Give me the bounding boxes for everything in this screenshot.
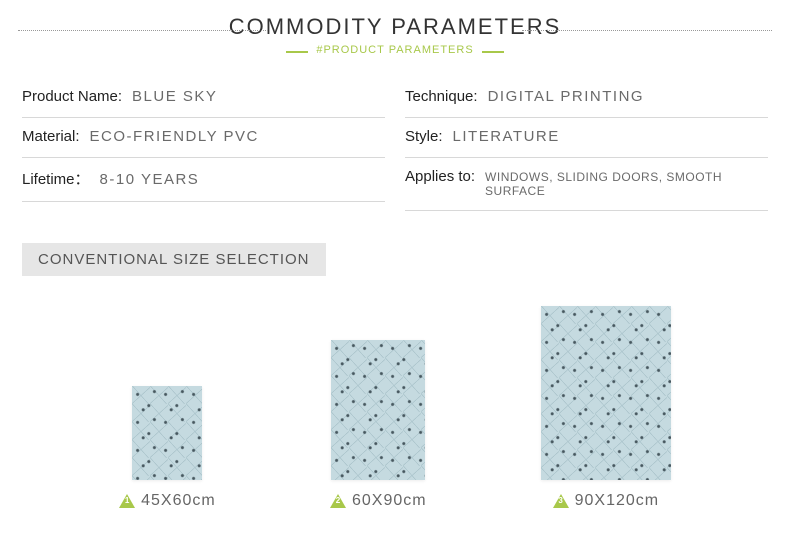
param-row: Style: LITERATURE bbox=[405, 118, 768, 158]
param-label: Material: bbox=[22, 128, 80, 145]
param-label: Style: bbox=[405, 128, 443, 145]
swatch-item: 1 45X60cm bbox=[119, 386, 216, 510]
divider-right bbox=[522, 30, 772, 31]
param-value: BLUE SKY bbox=[132, 88, 217, 105]
swatches-row: 1 45X60cm 2 60X90cm 3 90X120cm bbox=[22, 306, 768, 510]
pattern-fill bbox=[331, 340, 425, 480]
swatch-dimension: 60X90cm bbox=[352, 492, 427, 510]
swatch-image bbox=[541, 306, 671, 480]
param-value: LITERATURE bbox=[453, 128, 560, 145]
divider-left bbox=[18, 30, 268, 31]
swatch-number: 1 bbox=[124, 496, 130, 505]
swatch-number: 2 bbox=[335, 496, 341, 505]
param-value: ECO-FRIENDLY PVC bbox=[90, 128, 259, 145]
param-label: Applies to: bbox=[405, 168, 475, 185]
pattern-fill bbox=[132, 386, 202, 480]
param-row: Product Name: BLUE SKY bbox=[22, 78, 385, 118]
swatch-dimension: 45X60cm bbox=[141, 492, 216, 510]
swatch-item: 2 60X90cm bbox=[330, 340, 427, 510]
param-row: Lifetime： 8-10 YEARS bbox=[22, 158, 385, 202]
page-title: COMMODITY PARAMETERS bbox=[229, 14, 562, 40]
swatch-label: 2 60X90cm bbox=[330, 492, 427, 510]
page-subtitle: #PRODUCT PARAMETERS bbox=[316, 44, 473, 56]
swatch-dimension: 90X120cm bbox=[575, 492, 660, 510]
param-label: Product Name: bbox=[22, 88, 122, 105]
param-row: Material: ECO-FRIENDLY PVC bbox=[22, 118, 385, 158]
header: COMMODITY PARAMETERS #PRODUCT PARAMETERS bbox=[0, 0, 790, 58]
triangle-icon: 3 bbox=[553, 494, 569, 508]
size-title: CONVENTIONAL SIZE SELECTION bbox=[22, 243, 326, 276]
swatch-label: 1 45X60cm bbox=[119, 492, 216, 510]
size-section: CONVENTIONAL SIZE SELECTION 1 45X60cm 2 … bbox=[0, 211, 790, 510]
swatch-image bbox=[132, 386, 202, 480]
params-col-left: Product Name: BLUE SKY Material: ECO-FRI… bbox=[22, 78, 385, 211]
swatch-number: 3 bbox=[558, 496, 564, 505]
swatch-image bbox=[331, 340, 425, 480]
param-label: Lifetime： bbox=[22, 168, 90, 189]
swatch-item: 3 90X120cm bbox=[541, 306, 671, 510]
triangle-icon: 1 bbox=[119, 494, 135, 508]
triangle-icon: 2 bbox=[330, 494, 346, 508]
param-row: Technique: DIGITAL PRINTING bbox=[405, 78, 768, 118]
param-row: Applies to: WINDOWS, SLIDING DOORS, SMOO… bbox=[405, 158, 768, 211]
params-col-right: Technique: DIGITAL PRINTING Style: LITER… bbox=[405, 78, 768, 211]
pattern-fill bbox=[541, 306, 671, 480]
param-value: WINDOWS, SLIDING DOORS, SMOOTH SURFACE bbox=[485, 170, 768, 198]
parameters-grid: Product Name: BLUE SKY Material: ECO-FRI… bbox=[0, 58, 790, 211]
param-value: 8-10 YEARS bbox=[100, 171, 200, 188]
param-value: DIGITAL PRINTING bbox=[488, 88, 645, 105]
param-label: Technique: bbox=[405, 88, 478, 105]
swatch-label: 3 90X120cm bbox=[553, 492, 660, 510]
